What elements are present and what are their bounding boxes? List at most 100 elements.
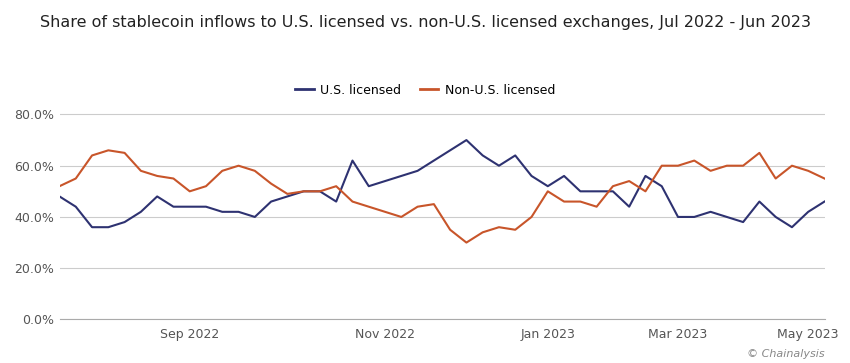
Text: © Chainalysis: © Chainalysis xyxy=(747,349,824,359)
Non-U.S. licensed xyxy=(266,182,276,186)
U.S. licensed xyxy=(201,204,211,209)
Non-U.S. licensed xyxy=(250,169,260,173)
U.S. licensed xyxy=(445,148,456,152)
U.S. licensed xyxy=(510,153,520,158)
Non-U.S. licensed xyxy=(348,199,358,204)
Non-U.S. licensed xyxy=(314,189,325,193)
U.S. licensed xyxy=(722,215,732,219)
Non-U.S. licensed xyxy=(54,184,65,188)
U.S. licensed xyxy=(608,189,618,193)
Non-U.S. licensed xyxy=(71,176,81,181)
Non-U.S. licensed xyxy=(136,169,146,173)
Non-U.S. licensed xyxy=(624,179,634,183)
U.S. licensed xyxy=(103,225,113,229)
Non-U.S. licensed xyxy=(364,204,374,209)
U.S. licensed xyxy=(168,204,178,209)
Non-U.S. licensed xyxy=(738,163,748,168)
U.S. licensed xyxy=(87,225,97,229)
Non-U.S. licensed xyxy=(332,184,342,188)
Non-U.S. licensed xyxy=(396,215,406,219)
Non-U.S. licensed xyxy=(445,228,456,232)
Non-U.S. licensed xyxy=(184,189,195,193)
Non-U.S. licensed xyxy=(103,148,113,152)
U.S. licensed xyxy=(266,199,276,204)
U.S. licensed xyxy=(380,179,390,183)
U.S. licensed xyxy=(592,189,602,193)
U.S. licensed xyxy=(787,225,797,229)
Non-U.S. licensed xyxy=(462,240,472,245)
U.S. licensed xyxy=(152,194,162,199)
U.S. licensed xyxy=(624,204,634,209)
U.S. licensed xyxy=(332,199,342,204)
U.S. licensed xyxy=(348,158,358,163)
U.S. licensed xyxy=(478,153,488,158)
Non-U.S. licensed xyxy=(575,199,586,204)
Non-U.S. licensed xyxy=(657,163,667,168)
U.S. licensed xyxy=(282,194,292,199)
Line: U.S. licensed: U.S. licensed xyxy=(60,140,824,227)
Non-U.S. licensed xyxy=(428,202,439,206)
Text: Share of stablecoin inflows to U.S. licensed vs. non-U.S. licensed exchanges, Ju: Share of stablecoin inflows to U.S. lice… xyxy=(39,15,811,29)
Non-U.S. licensed xyxy=(542,189,552,193)
U.S. licensed xyxy=(217,210,227,214)
U.S. licensed xyxy=(184,204,195,209)
U.S. licensed xyxy=(364,184,374,188)
Legend: U.S. licensed, Non-U.S. licensed: U.S. licensed, Non-U.S. licensed xyxy=(290,79,560,102)
Non-U.S. licensed xyxy=(510,228,520,232)
Non-U.S. licensed xyxy=(803,169,813,173)
U.S. licensed xyxy=(71,204,81,209)
Non-U.S. licensed xyxy=(412,204,422,209)
Non-U.S. licensed xyxy=(673,163,683,168)
U.S. licensed xyxy=(673,215,683,219)
Non-U.S. licensed xyxy=(282,192,292,196)
Non-U.S. licensed xyxy=(152,174,162,178)
Non-U.S. licensed xyxy=(819,176,830,181)
U.S. licensed xyxy=(526,174,536,178)
U.S. licensed xyxy=(494,163,504,168)
U.S. licensed xyxy=(689,215,700,219)
Non-U.S. licensed xyxy=(706,169,716,173)
Non-U.S. licensed xyxy=(787,163,797,168)
U.S. licensed xyxy=(754,199,764,204)
U.S. licensed xyxy=(657,184,667,188)
U.S. licensed xyxy=(428,158,439,163)
Non-U.S. licensed xyxy=(494,225,504,229)
Non-U.S. licensed xyxy=(754,151,764,155)
U.S. licensed xyxy=(462,138,472,142)
U.S. licensed xyxy=(771,215,781,219)
Non-U.S. licensed xyxy=(298,189,309,193)
U.S. licensed xyxy=(738,220,748,224)
U.S. licensed xyxy=(396,174,406,178)
U.S. licensed xyxy=(706,210,716,214)
U.S. licensed xyxy=(412,169,422,173)
U.S. licensed xyxy=(136,210,146,214)
U.S. licensed xyxy=(314,189,325,193)
U.S. licensed xyxy=(120,220,130,224)
U.S. licensed xyxy=(54,194,65,199)
U.S. licensed xyxy=(803,210,813,214)
U.S. licensed xyxy=(575,189,586,193)
Non-U.S. licensed xyxy=(640,189,650,193)
Non-U.S. licensed xyxy=(234,163,244,168)
Non-U.S. licensed xyxy=(168,176,178,181)
Non-U.S. licensed xyxy=(608,184,618,188)
Non-U.S. licensed xyxy=(689,158,700,163)
Non-U.S. licensed xyxy=(87,153,97,158)
Non-U.S. licensed xyxy=(722,163,732,168)
Non-U.S. licensed xyxy=(478,230,488,234)
Non-U.S. licensed xyxy=(559,199,570,204)
U.S. licensed xyxy=(234,210,244,214)
U.S. licensed xyxy=(542,184,552,188)
Line: Non-U.S. licensed: Non-U.S. licensed xyxy=(60,150,824,242)
U.S. licensed xyxy=(250,215,260,219)
U.S. licensed xyxy=(819,199,830,204)
Non-U.S. licensed xyxy=(771,176,781,181)
Non-U.S. licensed xyxy=(592,204,602,209)
U.S. licensed xyxy=(559,174,570,178)
Non-U.S. licensed xyxy=(380,210,390,214)
Non-U.S. licensed xyxy=(120,151,130,155)
U.S. licensed xyxy=(298,189,309,193)
Non-U.S. licensed xyxy=(217,169,227,173)
Non-U.S. licensed xyxy=(526,215,536,219)
U.S. licensed xyxy=(640,174,650,178)
